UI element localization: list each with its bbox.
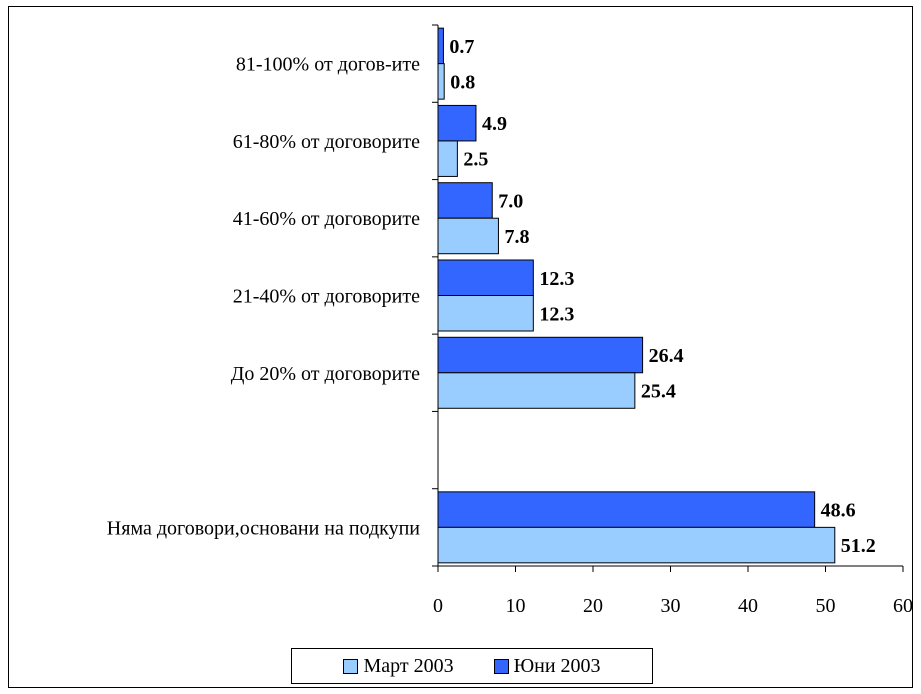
data-label: 12.3 xyxy=(539,268,574,290)
bar-март-2003 xyxy=(437,372,636,409)
x-tick-label: 10 xyxy=(506,595,526,617)
bar-март-2003 xyxy=(437,526,836,564)
legend-item-march: Март 2003 xyxy=(343,654,454,678)
data-label: 51.2 xyxy=(841,535,876,557)
bar-юни-2003 xyxy=(437,27,444,65)
bar-юни-2003 xyxy=(437,491,816,528)
legend: Март 2003 Юни 2003 xyxy=(291,648,653,684)
bar-юни-2003 xyxy=(437,336,644,374)
bar-март-2003 xyxy=(437,63,445,100)
data-label: 2.5 xyxy=(463,149,488,171)
x-tick-label: 60 xyxy=(893,595,913,617)
data-label: 7.0 xyxy=(498,190,523,212)
data-label: 4.9 xyxy=(482,113,507,135)
data-label: 12.3 xyxy=(539,303,574,325)
legend-swatch-june xyxy=(493,658,509,674)
data-label: 7.8 xyxy=(504,226,529,248)
bar-юни-2003 xyxy=(437,182,493,219)
legend-swatch-march xyxy=(343,658,359,674)
category-label: Няма договори,основани на подкупи xyxy=(107,517,420,539)
bar-март-2003 xyxy=(437,295,534,332)
x-tick-label: 50 xyxy=(816,595,836,617)
category-label: 81-100% от догов-ите xyxy=(236,54,420,76)
data-label: 0.8 xyxy=(450,71,475,93)
bar-март-2003 xyxy=(437,140,458,177)
category-label: 61-80% от договорите xyxy=(233,131,420,153)
data-label: 48.6 xyxy=(821,500,856,522)
x-tick-label: 40 xyxy=(738,595,758,617)
x-tick-label: 30 xyxy=(661,595,681,617)
category-label: До 20% от договорите xyxy=(231,363,420,385)
legend-label-june: Юни 2003 xyxy=(513,654,601,677)
legend-item-june: Юни 2003 xyxy=(493,654,601,678)
bar-юни-2003 xyxy=(437,259,534,296)
x-tick-label: 0 xyxy=(433,595,443,617)
data-label: 26.4 xyxy=(649,345,684,367)
category-label: 21-40% от договорите xyxy=(233,286,420,308)
data-label: 25.4 xyxy=(641,381,676,403)
category-label: 41-60% от договорите xyxy=(233,208,420,230)
x-tick-label: 20 xyxy=(583,595,603,617)
legend-label-march: Март 2003 xyxy=(363,654,454,677)
data-label: 0.7 xyxy=(449,36,474,58)
bar-март-2003 xyxy=(437,217,499,255)
bar-юни-2003 xyxy=(437,104,477,142)
